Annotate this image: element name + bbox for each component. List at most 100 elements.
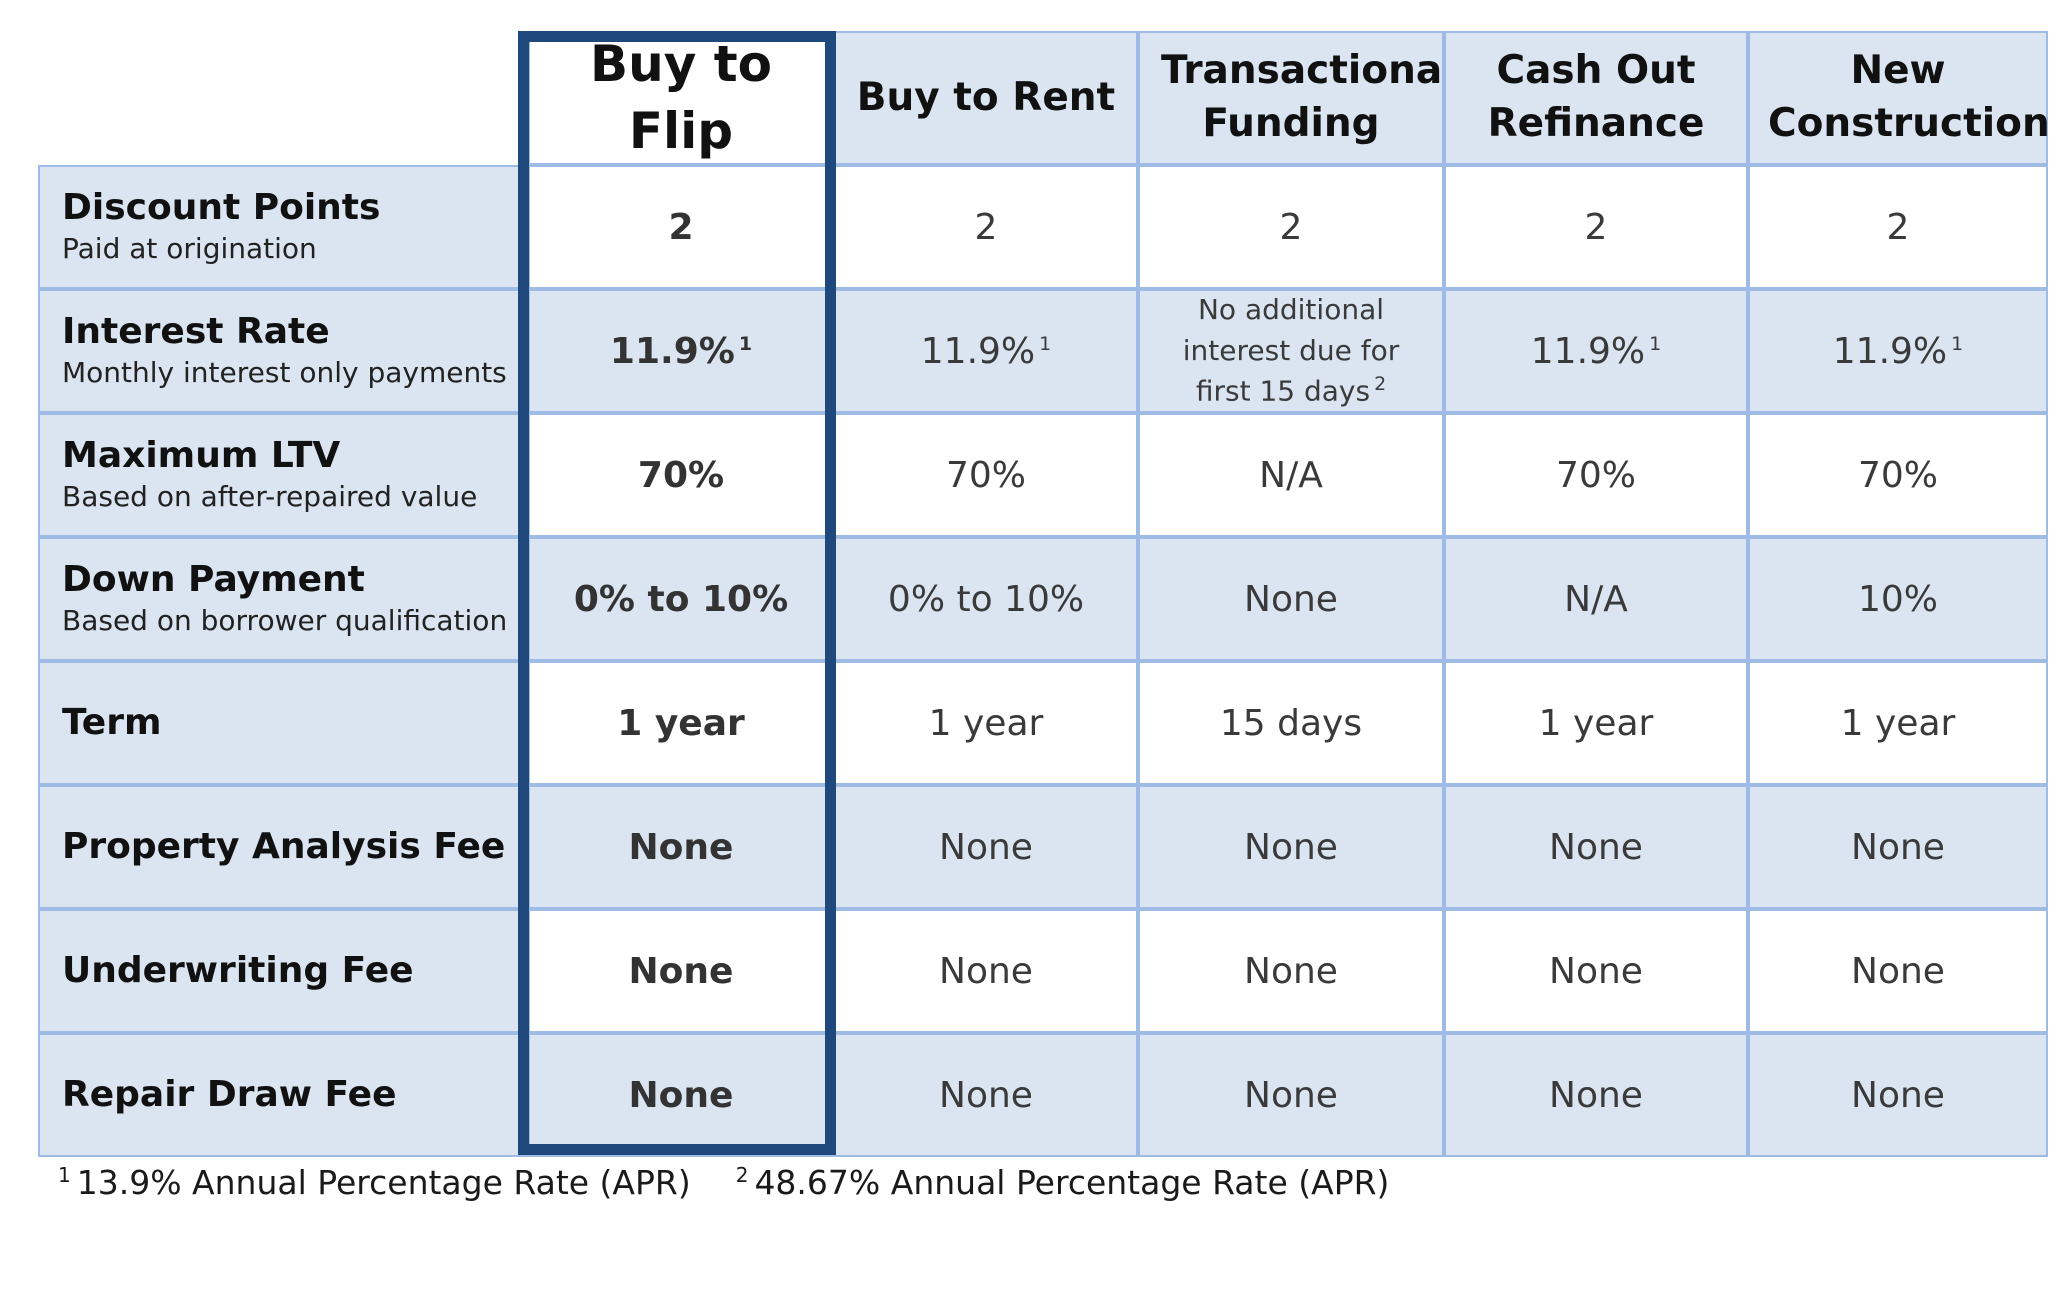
table-cell: N/A xyxy=(1138,413,1444,537)
cell-value: None xyxy=(1851,1074,1945,1116)
table-cell: None xyxy=(834,785,1138,909)
cell-value: None xyxy=(939,950,1033,992)
table-cell: None xyxy=(1444,785,1748,909)
row-label-discount-points: Discount Points Paid at origination xyxy=(38,165,528,289)
cell-value: None xyxy=(1549,826,1643,868)
footnote-1: 1 13.9% Annual Percentage Rate (APR) xyxy=(58,1163,691,1202)
table-cell: None xyxy=(1138,1033,1444,1157)
row-title: Maximum LTV xyxy=(62,435,341,477)
footnote-mark: 1 xyxy=(738,332,753,355)
column-header-label: Buy to Flip xyxy=(590,34,772,161)
row-subtitle: Monthly interest only payments xyxy=(62,356,507,390)
table-cell: None xyxy=(834,909,1138,1033)
cell-value: 11.9% 1 xyxy=(609,330,753,372)
table-cell: 11.9% 1 xyxy=(528,289,834,413)
cell-value: 0% to 10% xyxy=(887,578,1085,620)
table-cell: No additional interest due for first 15 … xyxy=(1138,289,1444,413)
column-header-buy-to-rent: Buy to Rent xyxy=(834,31,1138,165)
table-cell: 70% xyxy=(834,413,1138,537)
cell-value: No additional interest due for first 15 … xyxy=(1182,292,1400,408)
footnote-mark: 1 xyxy=(1039,332,1052,355)
cell-value: 10% xyxy=(1857,578,1938,620)
table-cell: None xyxy=(834,1033,1138,1157)
cell-value: None xyxy=(1851,826,1945,868)
footnote-mark: 1 xyxy=(1649,332,1662,355)
table-cell: 2 xyxy=(834,165,1138,289)
cell-value: None xyxy=(1549,1074,1643,1116)
table-cell: None xyxy=(1444,909,1748,1033)
table-cell: None xyxy=(1748,909,2048,1033)
cell-value: 15 days xyxy=(1219,702,1363,744)
cell-value: None xyxy=(939,1074,1033,1116)
cell-value: 70% xyxy=(945,454,1026,496)
cell-value: 70% xyxy=(637,454,725,496)
table-cell: 2 xyxy=(1748,165,2048,289)
table-cell: None xyxy=(1138,537,1444,661)
table-cell: N/A xyxy=(1444,537,1748,661)
table-cell: 1 year xyxy=(1748,661,2048,785)
table-cell: None xyxy=(528,785,834,909)
cell-value: 1 year xyxy=(617,702,745,744)
row-subtitle: Based on after-repaired value xyxy=(62,480,478,514)
row-title: Down Payment xyxy=(62,559,365,601)
cell-value: 11.9% 1 xyxy=(920,330,1052,372)
table-cell: 0% to 10% xyxy=(528,537,834,661)
cell-value: 1 year xyxy=(1538,702,1654,744)
table-cell: None xyxy=(528,1033,834,1157)
cell-value: None xyxy=(628,950,734,992)
cell-value: 11.9% 1 xyxy=(1832,330,1964,372)
table-cell: None xyxy=(1444,1033,1748,1157)
column-header-buy-to-flip: Buy to Flip xyxy=(528,31,834,165)
cell-value: None xyxy=(1244,826,1338,868)
row-label-term: Term xyxy=(38,661,528,785)
table-cell: 0% to 10% xyxy=(834,537,1138,661)
row-title: Interest Rate xyxy=(62,311,330,353)
table-cell: 70% xyxy=(1748,413,2048,537)
cell-value: 0% to 10% xyxy=(573,578,789,620)
row-label-property-analysis-fee: Property Analysis Fee xyxy=(38,785,528,909)
row-title: Property Analysis Fee xyxy=(62,826,506,868)
row-subtitle: Paid at origination xyxy=(62,232,317,266)
column-header-label: Transactional Funding xyxy=(1161,48,1456,146)
table-cell: None xyxy=(1138,785,1444,909)
table-cell: 2 xyxy=(1444,165,1748,289)
table-cell: None xyxy=(1748,785,2048,909)
row-subtitle: Based on borrower qualification xyxy=(62,604,508,638)
cell-value: 11.9% 1 xyxy=(1530,330,1662,372)
footnote-2: 2 48.67% Annual Percentage Rate (APR) xyxy=(735,1163,1390,1202)
cell-value: None xyxy=(939,826,1033,868)
cell-value: None xyxy=(1244,578,1338,620)
footnote-mark: 2 xyxy=(1374,373,1387,396)
row-title: Term xyxy=(62,702,162,744)
cell-value: None xyxy=(1549,950,1643,992)
table-cell: 11.9% 1 xyxy=(1748,289,2048,413)
table-cell: 1 year xyxy=(528,661,834,785)
cell-value: 70% xyxy=(1555,454,1636,496)
table-cell: 70% xyxy=(1444,413,1748,537)
cell-value: 1 year xyxy=(1840,702,1956,744)
table-cell: 1 year xyxy=(834,661,1138,785)
column-header-label: Buy to Rent xyxy=(856,74,1116,120)
table-cell: 11.9% 1 xyxy=(1444,289,1748,413)
table-cell: None xyxy=(528,909,834,1033)
row-title: Repair Draw Fee xyxy=(62,1074,397,1116)
cell-value: None xyxy=(628,826,734,868)
row-label-down-payment: Down Payment Based on borrower qualifica… xyxy=(38,537,528,661)
row-label-repair-draw-fee: Repair Draw Fee xyxy=(38,1033,528,1157)
cell-value: 2 xyxy=(1886,206,1910,248)
footnote-mark: 1 xyxy=(1951,332,1964,355)
table-cell: 1 year xyxy=(1444,661,1748,785)
cell-value: None xyxy=(628,1074,734,1116)
row-title: Underwriting Fee xyxy=(62,950,414,992)
cell-value: 2 xyxy=(1279,206,1303,248)
table-cell: 2 xyxy=(528,165,834,289)
cell-value: N/A xyxy=(1259,454,1323,496)
footnotes: 1 13.9% Annual Percentage Rate (APR) 2 48.… xyxy=(58,1163,1389,1202)
table-cell: 10% xyxy=(1748,537,2048,661)
cell-value: 2 xyxy=(668,206,694,248)
column-header-transactional-funding: Transactional Funding xyxy=(1138,31,1456,165)
row-label-underwriting-fee: Underwriting Fee xyxy=(38,909,528,1033)
table-cell: None xyxy=(1748,1033,2048,1157)
table-cell: 11.9% 1 xyxy=(834,289,1138,413)
row-title: Discount Points xyxy=(62,187,381,229)
